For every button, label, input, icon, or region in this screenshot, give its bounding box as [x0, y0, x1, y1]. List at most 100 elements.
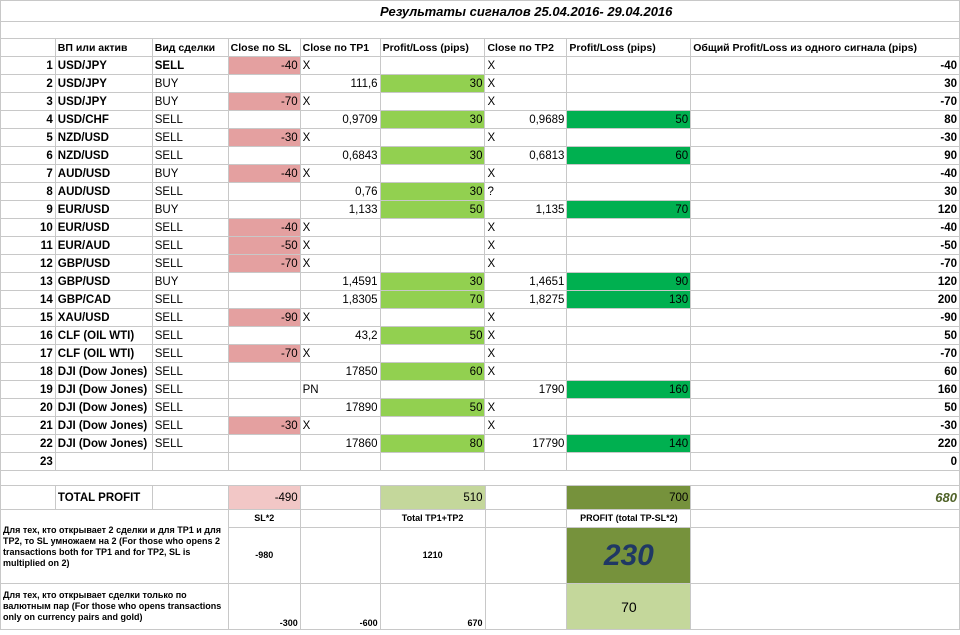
cell-tp2: X — [484, 74, 568, 93]
summary-row1-tp: 1210 — [379, 527, 486, 584]
cell-sl — [227, 74, 301, 93]
cell-tp1: X — [299, 128, 381, 147]
cell-n: 14 — [0, 290, 56, 309]
cell-deal: SELL — [151, 218, 229, 237]
cell-n: 11 — [0, 236, 56, 255]
cell-n: 15 — [0, 308, 56, 327]
cell-asset: CLF (OIL WTI) — [54, 326, 153, 345]
summary-table: TOTAL PROFIT -490 510 700 680 Для тех, к… — [0, 470, 960, 630]
cell-n: 3 — [0, 92, 56, 111]
cell-asset: DJI (Dow Jones) — [54, 362, 153, 381]
table-row: 8 AUD/USD SELL 0,76 30? 30 — [0, 182, 960, 201]
cell-tp2: 1,4651 — [484, 272, 568, 291]
cell-pl2 — [566, 344, 692, 363]
cell-tp2: X — [484, 218, 568, 237]
cell-sl: -70 — [227, 254, 301, 273]
cell-n: 7 — [0, 164, 56, 183]
cell-asset: USD/CHF — [54, 110, 153, 129]
total-pl1: 510 — [379, 485, 486, 510]
cell-asset: USD/JPY — [54, 74, 153, 93]
cell-total: -30 — [690, 416, 960, 435]
cell-total: -40 — [690, 56, 960, 75]
cell-deal: SELL — [151, 434, 229, 453]
cell-sl — [227, 290, 301, 309]
summary-header-row: Для тех, кто открывает 2 сделки и для TP… — [0, 509, 960, 584]
cell-tp1: 1,8305 — [299, 290, 381, 309]
cell-tp1: 0,6843 — [299, 146, 381, 165]
cell-tp1: X — [299, 56, 381, 75]
cell-deal: SELL — [151, 236, 229, 255]
cell-total: 220 — [690, 434, 960, 453]
cell-total: -40 — [690, 164, 960, 183]
cell-tp2: ? — [484, 182, 568, 201]
table-row: 19 DJI (Dow Jones) SELL PN 1790 160 160 — [0, 380, 960, 399]
cell-tp2: X — [484, 254, 568, 273]
cell-tp2: X — [484, 398, 568, 417]
cell-sl: -70 — [227, 92, 301, 111]
profit-header: PROFIT (total TP-SL*2) — [566, 509, 692, 528]
cell-tp1: 111,6 — [299, 74, 381, 93]
cell-deal: BUY — [151, 164, 229, 183]
cell-total: -30 — [690, 128, 960, 147]
cell-tp2: 0,9689 — [484, 110, 568, 129]
cell-total: -70 — [690, 344, 960, 363]
cell-pl2: 90 — [566, 272, 692, 291]
cell-pl2 — [566, 92, 692, 111]
cell-n: 9 — [0, 200, 56, 219]
table-row: 12 GBP/USD SELL -70 X X -70 — [0, 254, 960, 273]
cell-n: 2 — [0, 74, 56, 93]
table-row: 7 AUD/USD BUY -40 X X -40 — [0, 164, 960, 183]
cell-pl1: 30 — [379, 182, 486, 201]
cell-asset: XAU/USD — [54, 308, 153, 327]
cell-pl2: 130 — [566, 290, 692, 309]
cell-pl2: 50 — [566, 110, 692, 129]
cell-tp1: X — [299, 164, 381, 183]
cell-tp2: X — [484, 56, 568, 75]
results-table: ВП или актив Вид сделки Close по SL Clos… — [0, 0, 960, 471]
cell-asset: DJI (Dow Jones) — [54, 398, 153, 417]
table-row: 22 DJI (Dow Jones) SELL 17860 80 17790 140 220 — [0, 434, 960, 453]
cell-n: 10 — [0, 218, 56, 237]
cell-tp1: 17890 — [299, 398, 381, 417]
cell-tp2: X — [484, 308, 568, 327]
table-row: 13 GBP/USD BUY 1,4591 30 1,4651 90 120 — [0, 272, 960, 291]
cell-pl1 — [379, 380, 486, 399]
cell-asset: DJI (Dow Jones) — [54, 380, 153, 399]
total-sl: -490 — [227, 485, 301, 510]
cell-sl — [227, 380, 301, 399]
cell-total: -70 — [690, 254, 960, 273]
table-row: 17 CLF (OIL WTI) SELL -70 X X -70 — [0, 344, 960, 363]
cell-deal: SELL — [151, 326, 229, 345]
cell-pl2: 160 — [566, 380, 692, 399]
cell-n: 13 — [0, 272, 56, 291]
cell-tp2: 1,8275 — [484, 290, 568, 309]
cell-pl2 — [566, 218, 692, 237]
cell-total: 30 — [690, 74, 960, 93]
sl2-header: SL*2 — [227, 509, 301, 528]
summary-row2: Для тех, кто открывает сделки только по … — [0, 583, 960, 630]
cell-asset: USD/JPY — [54, 56, 153, 75]
cell-pl2 — [566, 74, 692, 93]
header-sl: Close по SL — [227, 38, 301, 57]
table-row: 20 DJI (Dow Jones) SELL 17890 50 X 50 — [0, 398, 960, 417]
cell-sl: -40 — [227, 56, 301, 75]
cell-sl: -40 — [227, 218, 301, 237]
cell-deal: SELL — [151, 290, 229, 309]
cell-pl2 — [566, 308, 692, 327]
cell-tp2: X — [484, 164, 568, 183]
cell-tp1: 0,9709 — [299, 110, 381, 129]
blank-row — [0, 21, 960, 39]
cell-tp1: X — [299, 92, 381, 111]
cell-tp2: 17790 — [484, 434, 568, 453]
summary-row1-text: Для тех, кто открывает 2 сделки и для TP… — [0, 509, 229, 584]
cell-sl — [227, 272, 301, 291]
cell-pl2 — [566, 326, 692, 345]
cell-pl2: 70 — [566, 200, 692, 219]
header-tp2: Close по TP2 — [484, 38, 568, 57]
cell-n: 20 — [0, 398, 56, 417]
cell-asset: GBP/USD — [54, 254, 153, 273]
header-n — [0, 38, 56, 57]
summary-row2-a: -300 — [227, 583, 301, 630]
cell-pl2 — [566, 182, 692, 201]
cell-tp2: X — [484, 416, 568, 435]
